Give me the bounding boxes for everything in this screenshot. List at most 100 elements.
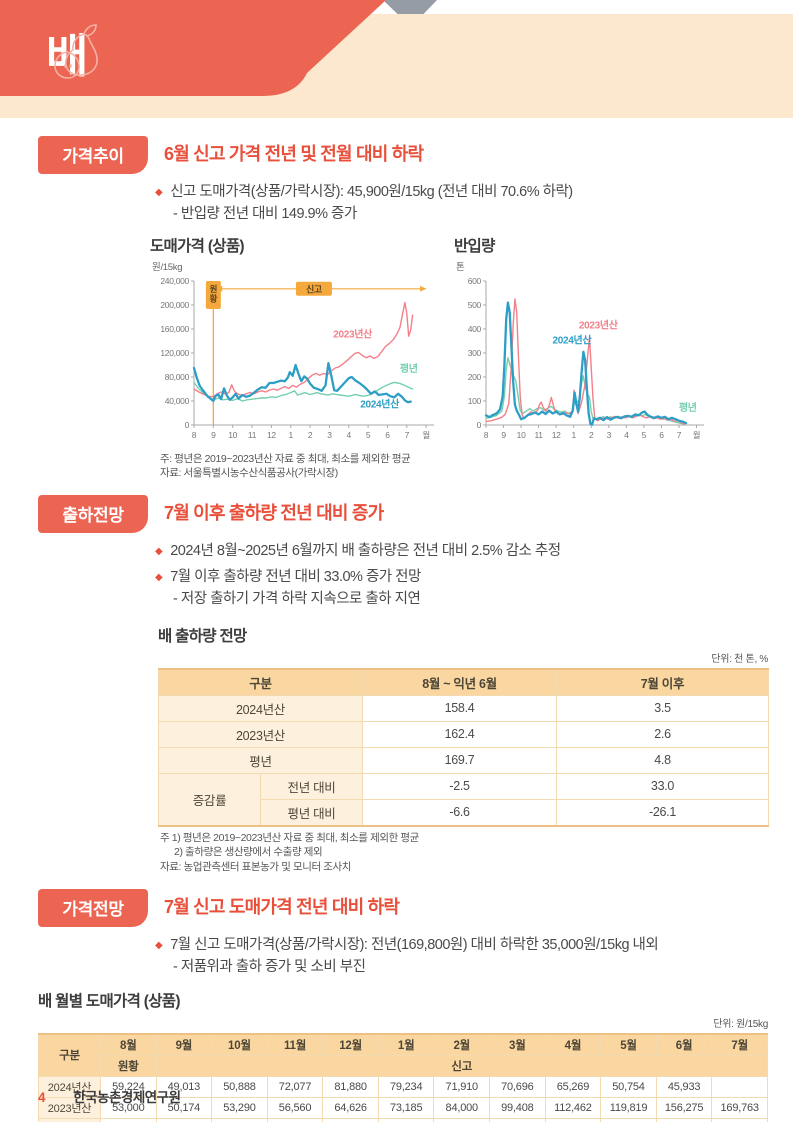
header-cell: 12월 bbox=[322, 1033, 379, 1056]
header-banner-graphic bbox=[0, 0, 793, 118]
value-cell: 73,185 bbox=[377, 1096, 435, 1119]
svg-text:10: 10 bbox=[228, 430, 237, 440]
table-notes: 주 1) 평년은 2019~2023년산 자료 중 최대, 최소를 제외한 평균… bbox=[160, 831, 768, 876]
svg-text:400: 400 bbox=[468, 324, 482, 334]
table-unit-label: 단위: 천 톤, % bbox=[711, 653, 768, 665]
value-cell: 79,234 bbox=[377, 1075, 435, 1098]
chart-unit-label: 톤 bbox=[456, 261, 465, 273]
svg-text:80,000: 80,000 bbox=[165, 372, 190, 382]
value-cell: 32,901 bbox=[489, 1117, 546, 1122]
header-cell: 7월 bbox=[711, 1033, 768, 1056]
row-sublabel-cell: 전년 대비 bbox=[260, 772, 363, 800]
value-cell: 84,000 bbox=[433, 1096, 491, 1119]
bullet-text: 7월 이후 출하량 전년 대비 33.0% 증가 전망 bbox=[170, 569, 421, 586]
svg-text:월: 월 bbox=[693, 430, 701, 440]
value-cell: 2.6 bbox=[556, 720, 769, 748]
volume-chart: 반입량 톤 0 100 200 300 400 500 600 8 9 10 11 12 1 2 3 4 5 6 7… bbox=[454, 234, 712, 450]
svg-text:1: 1 bbox=[289, 430, 294, 440]
series-label: 2024년산 bbox=[553, 333, 593, 346]
header-cell: 1월 bbox=[377, 1033, 435, 1056]
series-label: 평년 bbox=[679, 401, 697, 414]
table-row: 구분 8월 9월 10월 11월 12월 1월 2월 3월 4월 5월 6월 7월 bbox=[38, 1033, 768, 1077]
svg-text:4: 4 bbox=[347, 430, 352, 440]
svg-text:500: 500 bbox=[468, 300, 482, 310]
svg-text:5: 5 bbox=[366, 430, 371, 440]
value-cell: 119,819 bbox=[600, 1096, 657, 1119]
svg-text:160,000: 160,000 bbox=[160, 324, 189, 334]
value-cell: 162.4 bbox=[362, 720, 557, 748]
value-cell: 169.7 bbox=[362, 746, 557, 774]
value-cell: 72,077 bbox=[266, 1075, 324, 1098]
svg-text:0: 0 bbox=[477, 420, 482, 430]
table-title: 배 출하량 전망 bbox=[158, 627, 247, 645]
value-cell: 99,408 bbox=[489, 1096, 546, 1119]
pear-icon bbox=[54, 24, 98, 79]
table-row: 평년 169.7 4.8 bbox=[158, 746, 769, 774]
coral-banner bbox=[0, 0, 386, 96]
header-cell: 10월 bbox=[211, 1033, 268, 1056]
value-cell: 71,910 bbox=[433, 1075, 491, 1098]
svg-text:200: 200 bbox=[468, 372, 482, 382]
header-cell: 6월 bbox=[655, 1033, 713, 1056]
value-cell: 50,733 bbox=[655, 1117, 713, 1122]
svg-text:9: 9 bbox=[501, 430, 506, 440]
header-cell: 8월 ~ 익년 6월 bbox=[362, 668, 557, 696]
row-label-cell: 2023년산 bbox=[38, 1096, 101, 1119]
svg-text:3: 3 bbox=[607, 430, 612, 440]
svg-text:300: 300 bbox=[468, 348, 482, 358]
bullet-text: 7월 신고 도매가격(상품/가락시장): 전년(169,800원) 대비 하락한… bbox=[170, 937, 659, 954]
page-number: 4 bbox=[38, 1090, 46, 1105]
svg-text:월: 월 bbox=[422, 430, 430, 440]
chart-notes: 주: 평년은 2019~2023년산 자료 중 최대, 최소를 제외한 평균 자… bbox=[160, 452, 793, 482]
svg-text:200,000: 200,000 bbox=[160, 300, 189, 310]
svg-text:8: 8 bbox=[192, 430, 197, 440]
series-label: 2023년산 bbox=[333, 327, 373, 340]
table-row: 원황 신고 bbox=[39, 1054, 769, 1077]
value-cell: 112,462 bbox=[544, 1096, 602, 1119]
svg-text:6: 6 bbox=[385, 430, 390, 440]
value-cell: 35,383 bbox=[377, 1117, 435, 1122]
note-line: 자료: 서울특별시농수산식품공사(가락시장) bbox=[160, 467, 338, 480]
value-cell: 38,925 bbox=[600, 1117, 657, 1122]
header-cell: 5월 bbox=[600, 1033, 657, 1056]
table-row: 구분 8월 ~ 익년 6월 7월 이후 bbox=[158, 668, 769, 696]
header-cell: 11월 bbox=[266, 1033, 324, 1056]
svg-text:5: 5 bbox=[642, 430, 647, 440]
svg-text:7: 7 bbox=[405, 430, 410, 440]
value-cell: 53,000 bbox=[100, 1096, 157, 1119]
row-sublabel-cell: 평년 대비 bbox=[260, 798, 363, 827]
table-row: 증감률 전년 대비 -2.5 33.0 bbox=[158, 772, 769, 827]
value-cell bbox=[711, 1075, 768, 1098]
series-2023년산 bbox=[193, 301, 414, 398]
header-cell: 8월 bbox=[100, 1033, 157, 1056]
section-heading: 7월 이후 출하량 전년 대비 증가 bbox=[164, 503, 384, 524]
series-2024년산 bbox=[484, 300, 688, 426]
bullet-text: 2024년 8월~2025년 6월까지 배 출하량은 전년 대비 2.5% 감소… bbox=[170, 543, 561, 560]
chart-unit-label: 원/15kg bbox=[152, 261, 183, 273]
svg-text:6: 6 bbox=[659, 430, 664, 440]
subheader-cell: 원황 bbox=[100, 1054, 157, 1077]
value-cell: 81,880 bbox=[322, 1075, 379, 1098]
value-cell: 33.0 bbox=[556, 772, 769, 800]
value-cell: 32,683 bbox=[544, 1117, 602, 1122]
chart-title: 도매가격 (상품) bbox=[150, 237, 245, 255]
table-row: 2024년산 158.4 3.5 bbox=[158, 694, 769, 722]
value-cell: -2.5 bbox=[362, 772, 557, 800]
header-cell: 7월 이후 bbox=[556, 668, 769, 696]
diamond-bullet-icon: ◆ bbox=[155, 187, 163, 198]
note-line: 주: 평년은 2019~2023년산 자료 중 최대, 최소를 제외한 평균 bbox=[160, 452, 411, 465]
table-row: 2022년산43,32732,78930,29631,47834,93335,3… bbox=[38, 1117, 768, 1122]
value-cell: 46,906 bbox=[711, 1117, 768, 1122]
section-badge-price-trend: 가격추이 bbox=[38, 136, 148, 174]
value-cell: 34,933 bbox=[322, 1117, 379, 1122]
row-label-cell: 2024년산 bbox=[38, 1075, 101, 1098]
wholesale-price-chart: 도매가격 (상품) 원/15kg 0 40,000 80,000 120,000 160… bbox=[150, 234, 442, 450]
note-line: 주 1) 평년은 2019~2023년산 자료 중 최대, 최소를 제외한 평균 bbox=[160, 831, 419, 844]
header-cell: 9월 bbox=[155, 1033, 213, 1056]
charts-row: 도매가격 (상품) 원/15kg 0 40,000 80,000 120,000 160… bbox=[150, 234, 793, 450]
header-cell: 2월 bbox=[433, 1033, 491, 1056]
value-cell: 56,560 bbox=[266, 1096, 324, 1119]
series-label: 2024년산 bbox=[360, 397, 400, 410]
